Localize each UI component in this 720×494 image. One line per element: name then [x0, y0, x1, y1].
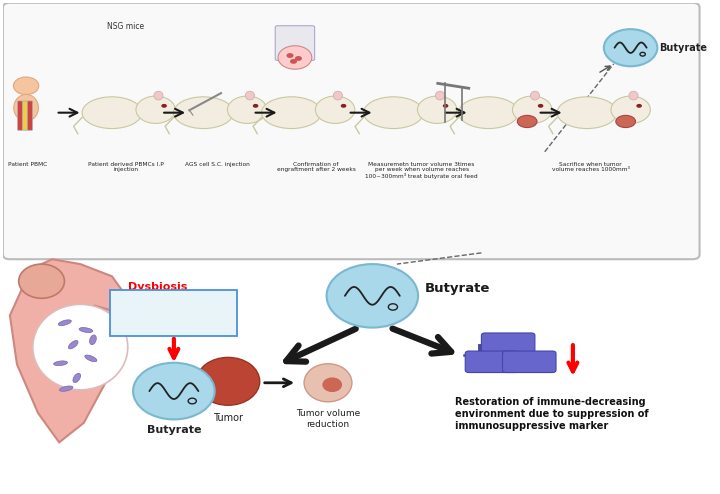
Text: Butyrate: Butyrate: [147, 425, 201, 435]
Circle shape: [295, 56, 302, 61]
Ellipse shape: [154, 91, 163, 100]
Circle shape: [443, 104, 449, 108]
Text: Tumor: Tumor: [213, 413, 243, 423]
Text: Restoration of immune-decreasing
environment due to suppression of
immunosuppres: Restoration of immune-decreasing environ…: [454, 398, 648, 431]
Ellipse shape: [73, 373, 81, 382]
Circle shape: [253, 104, 258, 108]
Circle shape: [136, 96, 176, 124]
Text: Faecalibacterium: Faecalibacterium: [117, 294, 179, 300]
Ellipse shape: [19, 264, 65, 298]
Circle shape: [133, 363, 215, 419]
Ellipse shape: [53, 361, 68, 366]
Circle shape: [341, 104, 346, 108]
Circle shape: [418, 96, 457, 124]
Circle shape: [278, 46, 312, 69]
Ellipse shape: [304, 364, 352, 402]
Ellipse shape: [261, 97, 321, 128]
Ellipse shape: [436, 91, 444, 100]
Circle shape: [538, 104, 544, 108]
Ellipse shape: [174, 97, 233, 128]
Text: Patient PBMC: Patient PBMC: [8, 162, 47, 166]
Ellipse shape: [82, 97, 142, 128]
Ellipse shape: [85, 355, 97, 362]
Circle shape: [290, 59, 297, 64]
Circle shape: [327, 264, 418, 328]
Circle shape: [161, 104, 167, 108]
Text: AGS cell S.C. injection: AGS cell S.C. injection: [185, 162, 250, 166]
Ellipse shape: [557, 97, 617, 128]
Ellipse shape: [89, 335, 96, 345]
Circle shape: [287, 53, 294, 58]
Circle shape: [604, 29, 657, 66]
FancyBboxPatch shape: [18, 101, 22, 130]
Text: Bifidobacterium: Bifidobacterium: [117, 313, 175, 319]
Ellipse shape: [517, 116, 537, 127]
Ellipse shape: [60, 386, 73, 391]
Polygon shape: [10, 259, 126, 443]
Text: NF-κB: NF-κB: [479, 357, 505, 366]
FancyBboxPatch shape: [503, 351, 556, 372]
Ellipse shape: [629, 91, 638, 100]
Circle shape: [513, 96, 552, 124]
FancyBboxPatch shape: [110, 290, 237, 336]
Circle shape: [636, 104, 642, 108]
Text: NSG mice: NSG mice: [107, 22, 145, 31]
FancyBboxPatch shape: [27, 101, 32, 130]
Ellipse shape: [79, 328, 93, 332]
Text: Ruminococcus: Ruminococcus: [117, 323, 169, 329]
Ellipse shape: [68, 340, 78, 349]
Text: Dysbiosis: Dysbiosis: [128, 282, 187, 292]
Ellipse shape: [333, 91, 343, 100]
Text: Measuremetn tumor volume 3times
per week when volume reaches
100~300mm³ treat bu: Measuremetn tumor volume 3times per week…: [365, 162, 478, 179]
Circle shape: [611, 96, 650, 124]
Text: Collinsella: Collinsella: [117, 304, 154, 310]
Text: Patient derived PBMCs I.P
injection: Patient derived PBMCs I.P injection: [88, 162, 164, 172]
FancyBboxPatch shape: [465, 351, 518, 372]
Ellipse shape: [197, 357, 260, 405]
Text: Sacrifice when tumor
volume reaches 1000mm³: Sacrifice when tumor volume reaches 1000…: [552, 162, 629, 172]
Ellipse shape: [616, 116, 636, 127]
Ellipse shape: [14, 94, 38, 121]
Ellipse shape: [33, 304, 127, 390]
FancyBboxPatch shape: [22, 101, 27, 130]
Text: Tumor volume
reduction: Tumor volume reduction: [296, 409, 360, 429]
Text: Butyrate: Butyrate: [660, 42, 708, 53]
Text: PD-L1: PD-L1: [495, 339, 521, 348]
Text: Butyrate: Butyrate: [425, 282, 490, 295]
FancyBboxPatch shape: [482, 333, 535, 355]
Text: Confirmation of
engraftment after 2 weeks: Confirmation of engraftment after 2 week…: [276, 162, 356, 172]
Text: IL-10: IL-10: [518, 357, 541, 366]
FancyBboxPatch shape: [3, 3, 700, 259]
Circle shape: [315, 96, 355, 124]
Ellipse shape: [246, 91, 255, 100]
Ellipse shape: [459, 97, 518, 128]
Ellipse shape: [531, 91, 539, 100]
Circle shape: [228, 96, 267, 124]
Ellipse shape: [364, 97, 423, 128]
Circle shape: [14, 77, 39, 95]
Ellipse shape: [323, 377, 342, 392]
Ellipse shape: [58, 320, 71, 326]
FancyBboxPatch shape: [275, 26, 315, 60]
